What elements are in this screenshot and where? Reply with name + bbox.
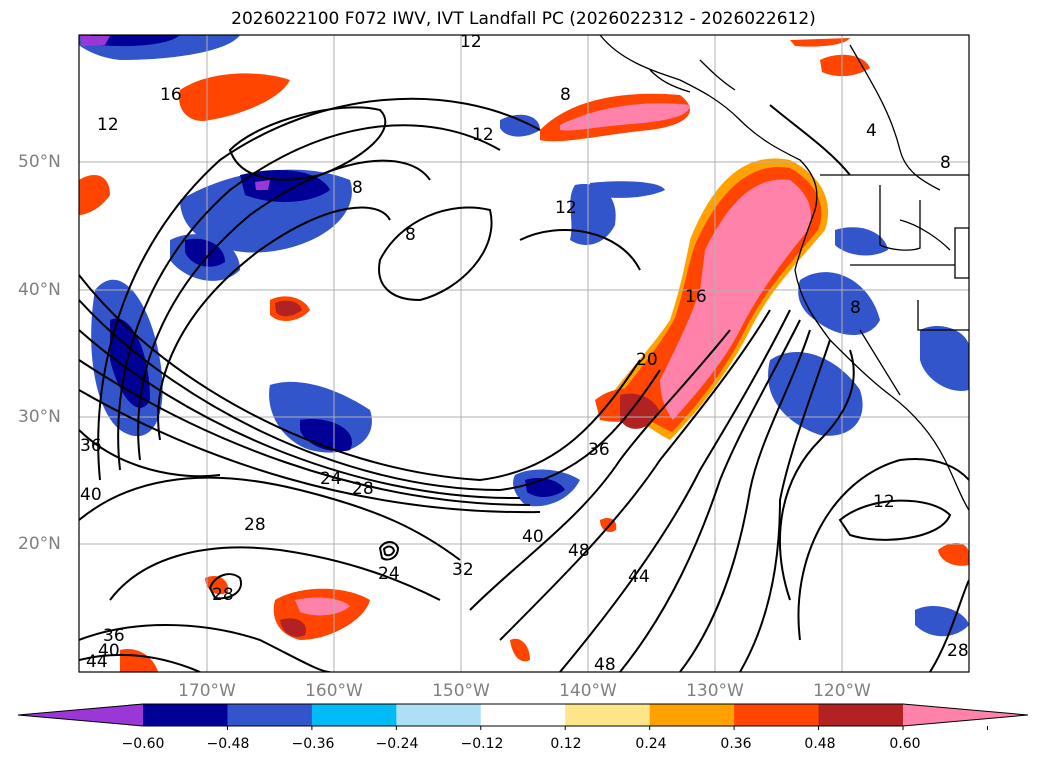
contour-label: 44 — [628, 567, 650, 587]
contour-label: 24 — [320, 469, 342, 489]
contour-label: 48 — [568, 541, 590, 561]
colorbar-tick-label: −0.60 — [121, 736, 165, 752]
contour-label: 8 — [405, 225, 416, 245]
lat-label: 50°N — [18, 152, 61, 172]
contour-label: 4 — [866, 121, 877, 141]
contour-label: 12 — [555, 198, 577, 218]
contour-label: 20 — [636, 350, 658, 370]
colorbar-tick-label: −0.12 — [460, 736, 504, 752]
contour-label: 8 — [560, 85, 571, 105]
contour-label: 12 — [97, 115, 119, 135]
contour-label: 44 — [86, 652, 108, 672]
contour-label: 28 — [244, 515, 266, 535]
contour-label: 16 — [685, 287, 707, 307]
contour-label: 8 — [940, 153, 951, 173]
contour-label: 48 — [594, 655, 616, 675]
lon-label: 170°W — [178, 681, 236, 701]
colorbar-segment — [396, 704, 482, 726]
contour-label: 36 — [103, 626, 125, 646]
lat-label: 40°N — [18, 280, 61, 300]
contour-label: 12 — [460, 32, 482, 52]
colorbar-tick-label: −0.36 — [291, 736, 335, 752]
contour-label: 16 — [160, 85, 182, 105]
map-frame — [78, 34, 970, 673]
contour-label: 36 — [588, 440, 610, 460]
lon-label: 160°W — [305, 681, 363, 701]
negative-anomaly-fills — [79, 35, 969, 637]
map-title: 2026022100 F072 IWV, IVT Landfall PC (20… — [231, 9, 816, 29]
colorbar — [17, 703, 1029, 730]
colorbar-outline — [17, 703, 1029, 727]
contour-label: 40 — [80, 485, 102, 505]
lon-label: 120°W — [813, 681, 871, 701]
coastlines — [599, 35, 969, 511]
lon-label: 130°W — [686, 681, 744, 701]
colorbar-segment — [818, 704, 904, 726]
colorbar-extend-high — [903, 704, 1028, 726]
colorbar-segment — [734, 704, 820, 726]
contour-labels: 12 16 12 8 12 8 12 8 4 8 16 20 36 40 36 … — [80, 32, 969, 675]
map-background — [79, 35, 969, 672]
lat-label: 20°N — [18, 534, 61, 554]
colorbar-segment — [227, 704, 313, 726]
colorbar-tick-label: 0.48 — [804, 736, 836, 752]
contour-label: 8 — [850, 298, 861, 318]
colorbar-segment — [480, 704, 566, 726]
colorbar-segment — [649, 704, 735, 726]
contour-label: 28 — [352, 479, 374, 499]
contour-label: 28 — [212, 585, 234, 605]
colorbar-segment — [143, 704, 228, 726]
lat-label: 30°N — [18, 407, 61, 427]
colorbar-segment — [311, 704, 397, 726]
colorbar-tick-label: 0.12 — [550, 736, 582, 752]
iwv-contours — [79, 97, 969, 672]
colorbar-tick-label: 0.36 — [720, 736, 752, 752]
colorbar-tick-label: 0.24 — [635, 736, 667, 752]
contour-label: 8 — [352, 178, 363, 198]
colorbar-segment — [565, 704, 651, 726]
map-panel: 12 16 12 8 12 8 12 8 4 8 16 20 36 40 36 … — [78, 32, 970, 675]
colorbar-extend-low — [18, 704, 143, 726]
graticule — [79, 35, 969, 672]
colorbar-tick-label: −0.24 — [375, 736, 419, 752]
lon-label: 150°W — [432, 681, 490, 701]
contour-label: 28 — [947, 641, 969, 661]
contour-label: 12 — [472, 125, 494, 145]
contour-label: 36 — [80, 436, 102, 456]
colorbar-tick-label: 0.60 — [889, 736, 921, 752]
positive-anomaly-fills — [79, 38, 969, 672]
contour-label: 32 — [452, 560, 474, 580]
colorbar-tick-label: −0.48 — [206, 736, 250, 752]
contour-label: 12 — [873, 492, 895, 512]
contour-label: 24 — [378, 564, 400, 584]
lon-label: 140°W — [559, 681, 617, 701]
contour-label: 40 — [522, 527, 544, 547]
contour-label: 40 — [98, 641, 120, 661]
